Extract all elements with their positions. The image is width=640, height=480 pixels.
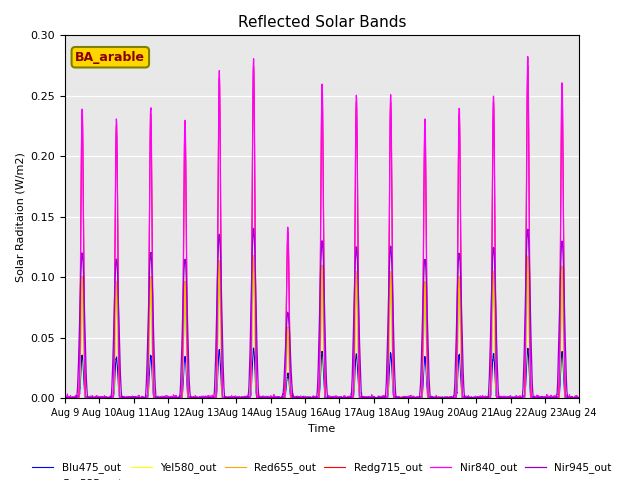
Redg715_out [303,396,310,401]
Redg715_out [409,396,417,401]
Yel580_out [303,395,310,401]
Nir840_out [575,396,583,401]
Nir945_out [61,396,69,401]
Line: Nir840_out: Nir840_out [65,57,579,398]
Line: Blu475_out: Blu475_out [65,348,579,398]
Grn535_out [575,396,583,401]
Text: BA_arable: BA_arable [76,51,145,64]
Title: Reflected Solar Bands: Reflected Solar Bands [238,15,406,30]
Redg715_out [61,396,69,401]
Grn535_out [303,394,310,399]
Nir945_out [467,396,474,401]
Yel580_out [467,395,474,400]
Nir945_out [61,396,69,401]
Y-axis label: Solar Raditaion (W/m2): Solar Raditaion (W/m2) [15,152,25,282]
Nir945_out [303,396,310,401]
Nir945_out [154,395,161,400]
Blu475_out [61,396,69,401]
Line: Nir945_out: Nir945_out [65,228,579,398]
Red655_out [250,252,257,258]
Red655_out [61,396,69,401]
Nir945_out [250,226,257,231]
Redg715_out [524,63,532,69]
Red655_out [61,395,69,401]
Yel580_out [409,396,417,401]
Nir945_out [575,395,583,401]
Grn535_out [575,396,582,401]
Blu475_out [437,396,445,401]
Line: Grn535_out: Grn535_out [65,269,579,398]
Legend: Blu475_out, Grn535_out, Yel580_out, Red655_out, Redg715_out, Nir840_out, Nir945_: Blu475_out, Grn535_out, Yel580_out, Red6… [28,458,616,480]
Blu475_out [61,395,69,401]
Yel580_out [575,396,582,401]
Yel580_out [61,395,69,400]
Nir840_out [154,396,161,401]
Redg715_out [575,395,582,400]
Nir840_out [437,396,445,401]
Nir840_out [575,395,582,400]
Redg715_out [575,396,583,401]
Red655_out [575,396,583,401]
Nir945_out [437,396,445,401]
Blu475_out [250,345,257,351]
Red655_out [575,396,582,401]
Grn535_out [409,395,417,401]
Blu475_out [409,395,417,401]
Nir945_out [575,396,582,401]
Nir840_out [61,396,69,401]
Yel580_out [61,396,69,401]
Grn535_out [467,395,474,400]
Red655_out [467,395,474,401]
Red655_out [154,395,161,401]
Yel580_out [437,396,445,401]
Nir840_out [61,395,69,401]
Grn535_out [250,266,257,272]
Red655_out [437,395,445,401]
Grn535_out [61,396,69,401]
Nir840_out [467,395,474,401]
Redg715_out [437,396,445,401]
Nir840_out [409,396,417,401]
Blu475_out [467,396,474,401]
Red655_out [303,395,310,401]
Redg715_out [154,396,161,401]
Grn535_out [437,396,445,401]
X-axis label: Time: Time [308,424,336,433]
Red655_out [409,396,417,401]
Redg715_out [467,395,474,401]
Blu475_out [575,395,582,401]
Blu475_out [303,396,310,401]
Blu475_out [154,396,161,401]
Yel580_out [575,396,583,401]
Blu475_out [575,396,583,401]
Yel580_out [524,259,532,265]
Nir840_out [303,395,310,401]
Nir840_out [524,54,532,60]
Yel580_out [154,396,161,401]
Nir945_out [409,396,417,401]
Line: Yel580_out: Yel580_out [65,262,579,398]
Line: Redg715_out: Redg715_out [65,66,579,398]
Redg715_out [61,396,69,401]
Line: Red655_out: Red655_out [65,255,579,398]
Grn535_out [154,395,161,401]
